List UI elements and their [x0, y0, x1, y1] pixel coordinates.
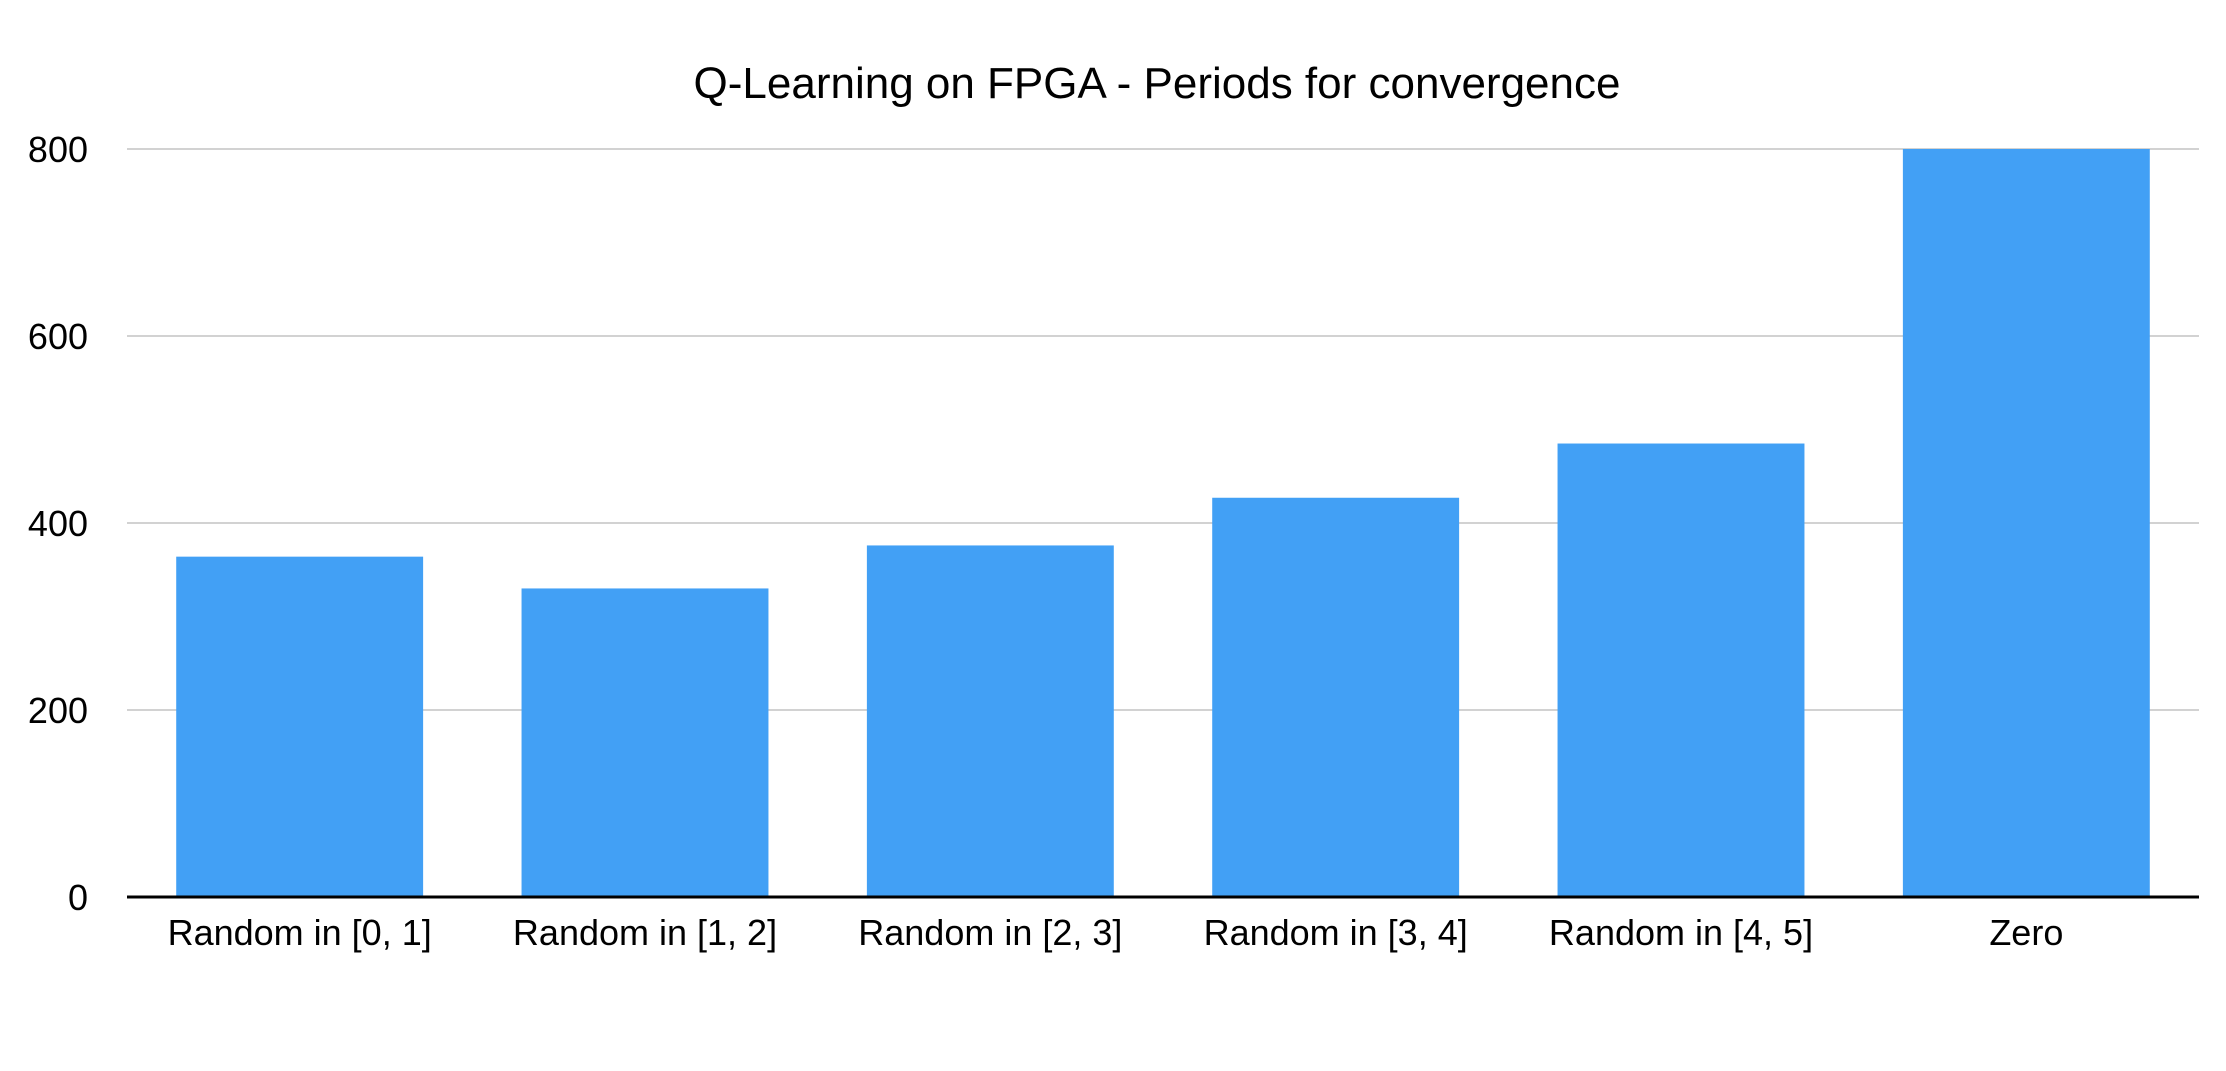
bar — [521, 588, 769, 897]
x-tick-label: Random in [2, 3] — [858, 912, 1122, 953]
x-tick-label: Random in [1, 2] — [513, 912, 777, 953]
y-tick-label: 400 — [28, 503, 88, 544]
x-tick-label: Random in [4, 5] — [1549, 912, 1813, 953]
y-tick-label: 600 — [28, 316, 88, 357]
x-tick-label: Random in [3, 4] — [1204, 912, 1468, 953]
bar — [176, 556, 424, 897]
bar — [1212, 497, 1460, 897]
chart-title: Q-Learning on FPGA - Periods for converg… — [694, 59, 1621, 108]
gridlines — [127, 148, 2199, 711]
y-tick-label: 0 — [68, 877, 88, 918]
y-tick-label: 800 — [28, 129, 88, 170]
bar — [1557, 443, 1805, 897]
bar — [866, 545, 1114, 897]
x-tick-label: Random in [0, 1] — [168, 912, 432, 953]
x-axis-tick-labels: Random in [0, 1] Random in [1, 2] Random i… — [168, 912, 2064, 953]
x-tick-label: Zero — [1989, 912, 2063, 953]
y-axis-tick-labels: 0 200 400 600 800 — [28, 129, 88, 918]
bar — [1902, 149, 2150, 897]
bars — [176, 149, 2150, 897]
y-tick-label: 200 — [28, 690, 88, 731]
